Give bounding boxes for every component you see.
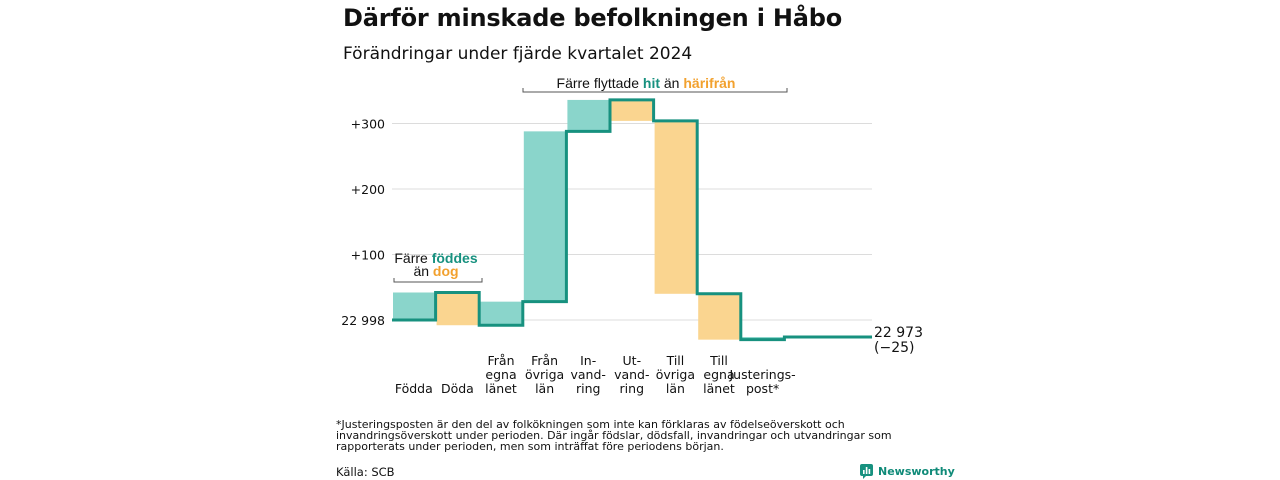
births-annotation-line2-prefix: än (413, 263, 429, 279)
waterfall-bar (393, 292, 435, 320)
x-tick-label: Från (531, 353, 558, 368)
births-annotation-teal: föddes (432, 250, 478, 266)
y-tick-label: +200 (351, 182, 385, 197)
x-axis-labels: Födda DödaFrånegnalänetFrånövrigalänIn-va… (395, 353, 796, 396)
newsworthy-logo-icon (860, 464, 873, 479)
grid-lines (392, 123, 872, 321)
x-tick-label: Till (709, 353, 728, 368)
source-label: Källa: SCB (336, 465, 395, 479)
brand-name: Newsworthy (878, 465, 955, 478)
x-tick-label: Justerings- (728, 367, 795, 382)
x-tick-label: övriga (656, 367, 695, 382)
x-tick-label: Till (666, 353, 685, 368)
end-value-label: 22 973 (874, 325, 923, 341)
x-tick-label: Ut- (623, 353, 642, 368)
x-tick-label: Från (487, 353, 514, 368)
births-annotation-orange: dog (433, 263, 459, 279)
x-tick-label: post* (746, 381, 779, 396)
cumulative-step-line (392, 98, 872, 342)
births-annotation-prefix: Färre (394, 250, 428, 266)
migration-annotation-teal: hit (643, 75, 660, 91)
waterfall-bar (436, 292, 479, 326)
waterfall-bar (654, 120, 697, 294)
x-tick-label: länet (703, 381, 735, 396)
x-tick-label: ring (576, 381, 600, 396)
x-tick-label: In- (580, 353, 596, 368)
waterfall-bar (523, 131, 566, 302)
x-tick-label: övriga (525, 367, 564, 382)
births-annotation: Färre föddes än dog (393, 250, 483, 283)
migration-annotation-orange: härifrån (683, 75, 735, 91)
migration-annotation-middle: än (664, 75, 680, 91)
migration-annotation: Färre flyttade hit än härifrån (522, 75, 788, 93)
x-tick-label: egna (703, 367, 734, 382)
x-tick-label: egna (485, 367, 516, 382)
x-tick-label: län (535, 381, 554, 396)
y-tick-label: +100 (351, 248, 385, 263)
x-tick-label: Döda (441, 381, 474, 396)
x-tick-label: Födda (395, 381, 433, 396)
births-bracket (393, 278, 483, 283)
end-value-labels: 22 973(−25) (874, 325, 923, 356)
migration-bracket (522, 88, 788, 93)
waterfall-bar (480, 301, 522, 326)
svg-text:än dog: än dog (413, 263, 458, 279)
x-tick-label: vand- (570, 367, 605, 382)
x-tick-label: ring (620, 381, 644, 396)
bars (393, 99, 784, 340)
migration-annotation-prefix: Färre flyttade (557, 75, 640, 91)
y-tick-label: 22 998 (341, 313, 385, 328)
chart-title: Därför minskade befolkningen i Håbo (343, 4, 843, 32)
waterfall-bar (698, 293, 740, 340)
waterfall-bar (611, 99, 653, 121)
svg-text:Färre flyttade hit: Färre flyttade hit än härifrån (557, 75, 736, 91)
footnote: *Justeringsposten är den del av folkökni… (336, 418, 892, 453)
svg-text:Färre föddes: Färre föddes (394, 250, 477, 266)
y-tick-label: +300 (351, 117, 385, 132)
x-tick-label: länet (485, 381, 517, 396)
end-change-label: (−25) (874, 340, 914, 356)
x-tick-label: vand- (614, 367, 649, 382)
brand-logo: Newsworthy (860, 464, 955, 479)
y-axis-ticks: 22 998 +100 +200 +300 (341, 117, 385, 329)
waterfall-bar (567, 99, 609, 132)
chart-subtitle: Förändringar under fjärde kvartalet 2024 (343, 44, 693, 64)
x-tick-label: län (666, 381, 685, 396)
